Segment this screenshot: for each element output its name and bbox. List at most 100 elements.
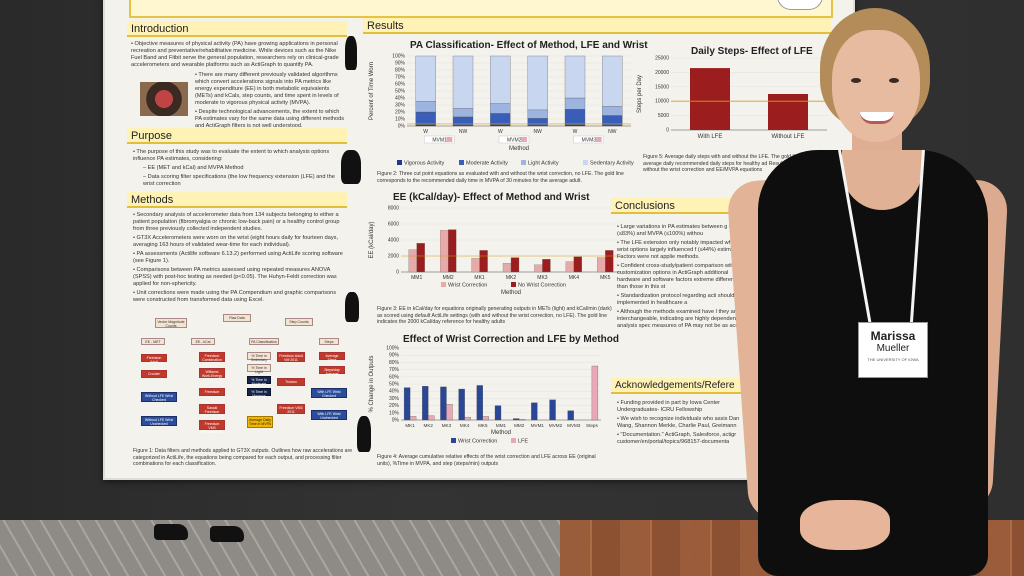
bar [446, 404, 453, 421]
research-poster: Introduction Objective measures of physi… [103, 0, 855, 480]
badge-organization: THE UNIVERSITY OF IOWA [867, 357, 919, 362]
bar [479, 250, 488, 273]
golfer-silhouette [345, 292, 359, 322]
legend-label: Wrist Correction [458, 439, 497, 445]
y-tick-label: 20000 [655, 70, 669, 76]
legend-swatch [397, 160, 402, 165]
runner-silhouette-2 [341, 150, 361, 184]
bar-segment [452, 55, 474, 109]
figure-1-caption: Figure 1: Data filters and methods appli… [133, 448, 353, 467]
bar [482, 416, 489, 421]
bar-segment [602, 55, 623, 107]
bar-segment [527, 118, 548, 126]
y-tick-label: 6000 [388, 222, 399, 228]
y-tick-label: 100% [386, 346, 399, 352]
bar [573, 256, 583, 273]
methods-text: Secondary analysis of accelerometer data… [133, 212, 345, 306]
badge-first-name: Marissa [870, 329, 916, 343]
legend-swatch [521, 160, 526, 165]
legend-swatch [583, 160, 588, 165]
bar [542, 259, 551, 273]
x-tick-label: MM2 [443, 275, 454, 281]
y-tick-label: 60% [395, 82, 406, 88]
bar-segment [527, 55, 548, 111]
flow-node-average-steps: Average Steps [319, 352, 345, 362]
group-label-box [573, 135, 604, 144]
purpose-paragraph-2: – EE (MET and kCal) and MVPA Method [143, 165, 244, 171]
bar [409, 416, 417, 421]
group-label-box [498, 135, 530, 144]
x-tick-label: MK3 [537, 275, 548, 281]
x-tick-label: With LFE [698, 134, 723, 140]
bar-segment [527, 109, 548, 119]
y-tick-label: 20% [389, 403, 400, 409]
y-tick-label: 15000 [655, 84, 669, 90]
flow-node-freedson: Freedson [199, 388, 225, 396]
bar-segment [490, 124, 511, 127]
bar [403, 387, 411, 421]
bar [591, 365, 599, 421]
x-tick-label: W [423, 129, 428, 135]
flow-node-raw-data: Raw Data [223, 314, 251, 322]
bar [768, 94, 808, 130]
badge-last-name: Mueller [876, 343, 910, 354]
presenter-smile [860, 112, 894, 124]
y-tick-label: 60% [389, 374, 400, 380]
x-tick-label: MK4 [569, 275, 580, 281]
bar [422, 386, 429, 421]
bar-segment [415, 111, 436, 125]
bar [447, 229, 457, 273]
bar [408, 249, 417, 273]
y-tick-label: 70% [389, 367, 400, 373]
y-tick-label: 10% [395, 117, 406, 123]
x-tick-label: MVM2 [549, 423, 563, 428]
bar [416, 243, 425, 273]
legend-label: LFE [518, 439, 528, 445]
legend-swatch [451, 438, 456, 443]
presenter-left-eye [851, 78, 861, 83]
chart-daily-steps: 0 5000 10000 15000 20000 25000 Steps per Day Wi… [637, 56, 827, 140]
flow-node-time-light: % Time in Light [247, 364, 271, 374]
bar-segment [602, 106, 623, 116]
runner-silhouette-1 [345, 36, 357, 70]
y-tick-label: 8000 [388, 206, 399, 212]
group-label: MVM1 [432, 138, 447, 144]
presenter-right-eye [889, 78, 899, 83]
x-axis-label: Method [501, 290, 521, 296]
bar-segment [415, 124, 436, 127]
intro-paragraph-1: Objective measures of physical activity … [131, 41, 345, 69]
bar [440, 386, 447, 421]
flow-node-without-lfe-unchecked: Without LFE Wrist Unchecked [141, 416, 177, 426]
y-tick-label: 50% [389, 382, 400, 388]
bar [690, 68, 730, 130]
chart-wrist-lfe-effect: 0% 10%20%30%40%50% 60%70%80%90%100% % Chang… [369, 346, 601, 445]
flow-node-steps: Steps [319, 338, 339, 345]
y-tick-label: 40% [395, 96, 406, 102]
legend-swatch [511, 438, 516, 443]
shoe-left [154, 524, 188, 540]
bar [458, 388, 465, 421]
bar [531, 402, 538, 421]
chart-4-title: Daily Steps- Effect of LFE [691, 46, 813, 57]
bar [439, 230, 449, 273]
bar [513, 418, 520, 421]
flow-node-freedson-comb: Freedson Combination [199, 352, 225, 362]
chart-1-title: PA Classification- Effect of Method, LFE… [410, 40, 648, 51]
ack-paragraph-2: We wish to recognize individuals who ass… [617, 416, 753, 430]
y-tick-label: 0% [392, 418, 400, 424]
methods-heading: Methods [127, 192, 347, 208]
purpose-text: The purpose of this study was to evaluat… [133, 149, 343, 190]
chart-3-caption: Figure 4: Average cumulative relative ef… [377, 454, 596, 467]
x-tick-label: Steps [586, 423, 598, 428]
conclusions-paragraph-4: Standardization protocol regarding acti … [617, 293, 753, 307]
chart-2-title: EE (kCal/day)- Effect of Method and Wris… [393, 192, 590, 203]
y-tick-label: 40% [389, 389, 400, 395]
bar-segment [564, 55, 586, 99]
intro-text-2: There are many different previously vali… [195, 72, 347, 132]
bar [534, 264, 543, 273]
chart-4-caption: Figure 5: Average daily steps with and w… [643, 154, 833, 173]
bar [502, 263, 512, 273]
methods-flow-diagram: Raw Data Vector Magnitude Counts Step Co… [135, 312, 355, 444]
flow-node-freedson-vm2011: Freedson Adult VM 2011 [277, 352, 305, 362]
x-tick-label: MK4 [460, 423, 470, 428]
